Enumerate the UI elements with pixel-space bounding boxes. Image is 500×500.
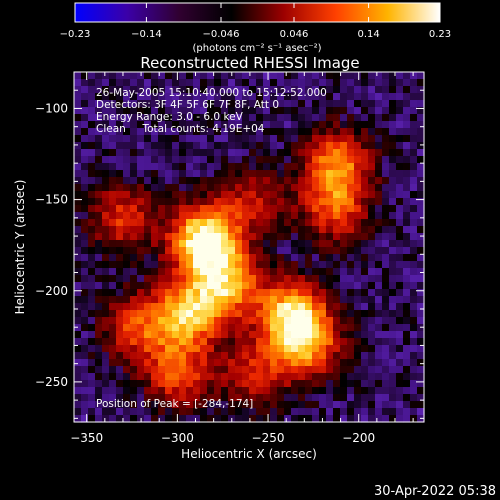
- colorbar-tick-label: −0.23: [60, 29, 91, 40]
- chart-title: Reconstructed RHESSI Image: [140, 54, 359, 72]
- x-tick-label: −200: [342, 431, 375, 445]
- x-tick-label: −250: [252, 431, 285, 445]
- colorbar: −0.23 −0.14 −0.046 0.046 0.14 0.23 (photons c…: [60, 2, 451, 54]
- peak-position-label: Position of Peak = [-284,-174]: [96, 398, 253, 410]
- colorbar-tick-label: −0.14: [131, 29, 162, 40]
- x-tick-label: −300: [161, 431, 194, 445]
- annotation-detectors: Detectors: 3F 4F 5F 6F 7F 8F, Att 0: [96, 99, 279, 111]
- y-tick-label: −150: [35, 193, 68, 207]
- colorbar-tick-label: 0.23: [429, 29, 451, 40]
- y-axis-label: Heliocentric Y (arcsec): [13, 180, 27, 315]
- y-tick-label: −200: [35, 284, 68, 298]
- y-axis: −100 −150 −200 −250: [35, 89, 424, 419]
- annotation-time-range: 26-May-2005 15:10:40.000 to 15:12:52.000: [96, 87, 327, 99]
- colorbar-strip: [74, 2, 441, 23]
- x-axis-label: Heliocentric X (arcsec): [181, 447, 317, 461]
- colorbar-unit-label: (photons cm⁻² s⁻¹ asec⁻²): [192, 43, 321, 54]
- y-tick-label: −100: [35, 101, 68, 115]
- annotation-block: 26-May-2005 15:10:40.000 to 15:12:52.000…: [96, 87, 327, 135]
- x-tick-label: −350: [70, 431, 103, 445]
- colorbar-tick-label: 0.046: [280, 29, 309, 40]
- timestamp: 30-Apr-2022 05:38: [374, 484, 496, 499]
- colorbar-tick-label: −0.046: [202, 29, 239, 40]
- colorbar-ticks: −0.23 −0.14 −0.046 0.046 0.14 0.23: [60, 3, 451, 40]
- heatmap-image: [74, 72, 425, 423]
- colorbar-tick-label: 0.14: [357, 29, 379, 40]
- y-tick-label: −250: [35, 375, 68, 389]
- annotation-clean-counts: Clean Total counts: 4.19E+04: [96, 123, 265, 135]
- plot-frame: [73, 71, 425, 423]
- x-axis: −350 −300 −250 −200: [70, 72, 414, 445]
- annotation-energy-range: Energy Range: 3.0 - 6.0 keV: [96, 111, 244, 123]
